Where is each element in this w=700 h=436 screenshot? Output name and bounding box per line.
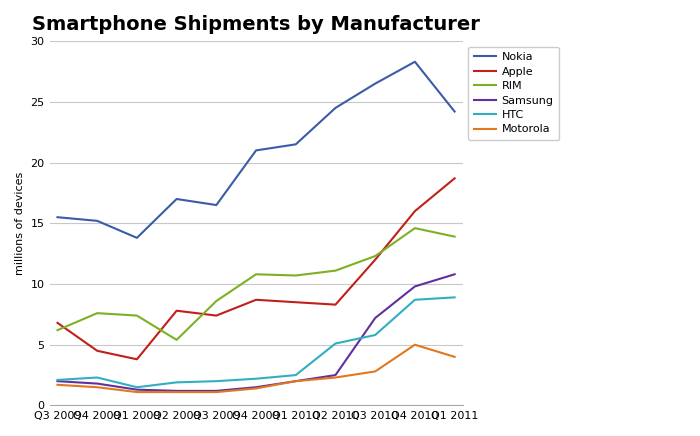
Apple — [53, 320, 62, 326]
Samsung — [411, 284, 419, 289]
Motorola — [331, 375, 340, 380]
Nokia — [292, 142, 300, 147]
Nokia — [93, 218, 102, 224]
Motorola — [212, 389, 220, 395]
RIM — [450, 234, 459, 239]
HTC — [411, 297, 419, 303]
Nokia — [53, 215, 62, 220]
Nokia — [371, 81, 379, 86]
HTC — [371, 332, 379, 337]
Samsung — [53, 378, 62, 384]
Samsung — [331, 372, 340, 378]
Samsung — [371, 315, 379, 320]
Samsung — [133, 387, 141, 392]
RIM — [411, 225, 419, 231]
Line: Motorola: Motorola — [57, 345, 454, 392]
Title: Smartphone Shipments by Manufacturer: Smartphone Shipments by Manufacturer — [32, 15, 480, 34]
Samsung — [292, 378, 300, 384]
RIM — [53, 327, 62, 333]
RIM — [93, 310, 102, 316]
Line: HTC: HTC — [57, 297, 454, 387]
HTC — [133, 385, 141, 390]
Legend: Nokia, Apple, RIM, Samsung, HTC, Motorola: Nokia, Apple, RIM, Samsung, HTC, Motorol… — [468, 47, 559, 140]
HTC — [450, 295, 459, 300]
RIM — [172, 337, 181, 343]
RIM — [292, 273, 300, 278]
Samsung — [450, 272, 459, 277]
HTC — [331, 341, 340, 346]
Nokia — [252, 148, 260, 153]
Line: Apple: Apple — [57, 178, 454, 359]
Apple — [450, 176, 459, 181]
HTC — [212, 378, 220, 384]
Motorola — [53, 382, 62, 388]
Apple — [133, 357, 141, 362]
Motorola — [411, 342, 419, 347]
Samsung — [172, 388, 181, 393]
Motorola — [450, 354, 459, 360]
Apple — [371, 257, 379, 262]
HTC — [252, 376, 260, 382]
Apple — [292, 300, 300, 305]
HTC — [93, 375, 102, 380]
Motorola — [93, 385, 102, 390]
Apple — [212, 313, 220, 318]
Samsung — [212, 388, 220, 393]
Nokia — [133, 235, 141, 241]
Samsung — [93, 381, 102, 386]
Nokia — [331, 105, 340, 110]
Apple — [411, 208, 419, 214]
Apple — [93, 348, 102, 354]
Apple — [331, 302, 340, 307]
Nokia — [172, 196, 181, 201]
Nokia — [411, 59, 419, 65]
Apple — [172, 308, 181, 313]
RIM — [371, 253, 379, 259]
Motorola — [252, 386, 260, 391]
Nokia — [212, 202, 220, 208]
RIM — [212, 298, 220, 303]
Motorola — [133, 389, 141, 395]
HTC — [292, 372, 300, 378]
HTC — [172, 380, 181, 385]
HTC — [53, 377, 62, 382]
Samsung — [252, 385, 260, 390]
RIM — [133, 313, 141, 318]
Line: Samsung: Samsung — [57, 274, 454, 391]
Motorola — [371, 369, 379, 374]
RIM — [252, 272, 260, 277]
Line: Nokia: Nokia — [57, 62, 454, 238]
Line: RIM: RIM — [57, 228, 454, 340]
Nokia — [450, 109, 459, 114]
Motorola — [172, 389, 181, 395]
Apple — [252, 297, 260, 303]
Y-axis label: millions of devices: millions of devices — [15, 172, 25, 275]
Motorola — [292, 378, 300, 384]
RIM — [331, 268, 340, 273]
